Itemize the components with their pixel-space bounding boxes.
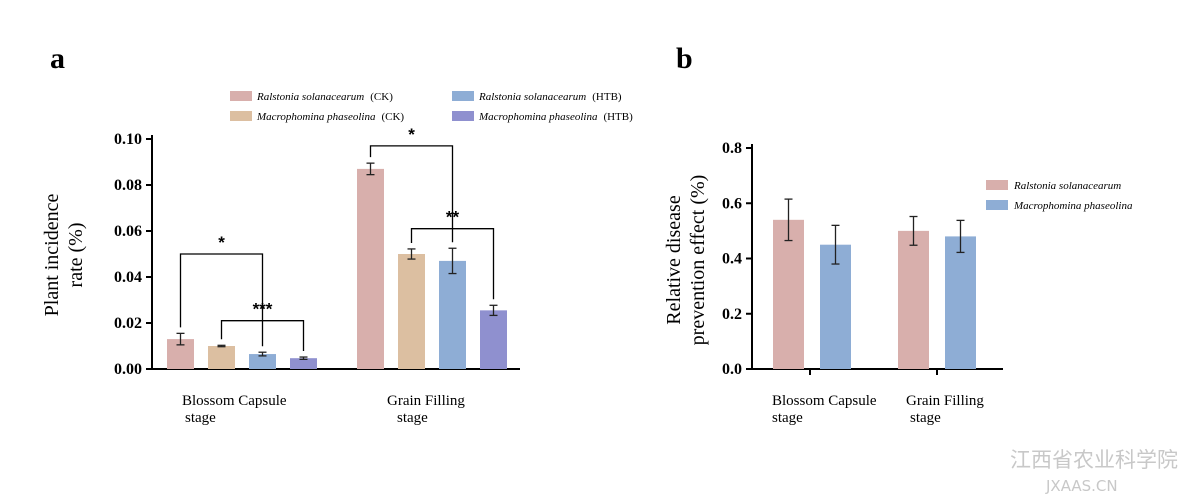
chart-b-category-2-line1: Grain Filling [906, 393, 984, 409]
chart-b-y-tick-label: 0.2 [722, 306, 742, 323]
chart-a-bar [357, 168, 384, 369]
chart-a-y-tick-label: 0.10 [114, 131, 142, 148]
panel-b-letter: b [676, 42, 693, 75]
legend-suffix: (HTB) [603, 111, 633, 123]
legend-name: Ralstonia solanacearum [256, 91, 364, 103]
chart-b-bar [773, 219, 804, 369]
chart-a-bar [249, 354, 276, 369]
legend-swatch-b-rs [986, 180, 1008, 190]
legend-suffix: (CK) [370, 91, 393, 103]
legend-swatch-mp-ck [230, 111, 252, 121]
legend-item-b-rs: Ralstonia solanacearum [1013, 180, 1121, 192]
chart-a-bar [290, 358, 317, 369]
legend-item-mp-htb: Macrophomina phaseolina (HTB) [478, 111, 633, 123]
chart-a-y-tick-label: 0.04 [114, 269, 142, 286]
legend-swatch-rs-ck [230, 91, 252, 101]
chart-b-bar [898, 230, 929, 369]
chart-a-significance-label: ** [446, 208, 460, 227]
watermark-line1: 江西省农业科学院 [1010, 448, 1178, 472]
chart-a-significance-label: *** [253, 300, 273, 319]
chart-a-significance-label: * [408, 125, 415, 144]
legend-item-rs-ck: Ralstonia solanacearum (CK) [256, 91, 393, 103]
chart-a-bar [480, 310, 507, 369]
chart-b-bar [820, 244, 851, 369]
chart-a-significance-bracket [220, 320, 305, 352]
chart-a-y-tick-label: 0.02 [114, 315, 142, 332]
legend-swatch-b-mp [986, 200, 1008, 210]
chart-b-y-tick-label: 0.0 [722, 361, 742, 378]
panel-a-letter: a [50, 42, 65, 75]
chart-b-category-1-line2: stage [772, 410, 803, 426]
legend-name: Macrophomina phaseolina [478, 111, 598, 123]
chart-b-category-1-line1: Blossom Capsule [772, 393, 877, 409]
chart-b-ylabel-line1: Relative disease [663, 195, 685, 325]
chart-b-y-tick-label: 0.4 [722, 251, 742, 268]
chart-a-bar [208, 346, 235, 369]
legend-swatch-rs-htb [452, 91, 474, 101]
chart-a-y-tick-label: 0.08 [114, 177, 142, 194]
watermark-line2: JXAAS.CN [1045, 477, 1118, 495]
chart-a-significance-bracket [179, 253, 264, 347]
chart-a-ylabel-line1: Plant incidence [41, 194, 63, 317]
chart-a-significance-bracket [369, 145, 454, 243]
legend-suffix: (CK) [381, 111, 404, 123]
chart-a-y-tick-label: 0.00 [114, 361, 142, 378]
chart-b: Relative disease prevention effect (%) B… [663, 140, 1133, 426]
legend-item-b-mp: Macrophomina phaseolina [1013, 200, 1133, 212]
chart-a-bar [398, 254, 425, 369]
chart-a-bar [439, 260, 466, 369]
legend-item-mp-ck: Macrophomina phaseolina (CK) [256, 111, 404, 123]
chart-b-ylabel-line2: prevention effect (%) [687, 175, 709, 346]
chart-b-bar [945, 236, 976, 369]
chart-a-ylabel-line2: rate (%) [65, 223, 87, 288]
legend-item-rs-htb: Ralstonia solanacearum (HTB) [478, 91, 622, 103]
legend-swatch-mp-htb [452, 111, 474, 121]
chart-a-category-1-line1: Blossom Capsule [182, 393, 287, 409]
chart-b-y-tick-label: 0.6 [722, 195, 742, 212]
chart-a-category-1-line2: stage [185, 410, 216, 426]
chart-a-category-2-line1: Grain Filling [387, 393, 465, 409]
legend-name: Macrophomina phaseolina [256, 111, 376, 123]
chart-a-significance-bracket [410, 228, 495, 300]
chart-a-y-tick-label: 0.06 [114, 223, 142, 240]
chart-a: Plant incidence rate (%) Blossom Capsule… [41, 91, 633, 426]
legend-suffix: (HTB) [592, 91, 622, 103]
chart-b-category-2-line2: stage [910, 410, 941, 426]
legend-name: Ralstonia solanacearum [478, 91, 586, 103]
chart-a-significance-label: * [218, 233, 225, 252]
chart-a-category-2-line2: stage [397, 410, 428, 426]
chart-b-y-tick-label: 0.8 [722, 140, 742, 157]
